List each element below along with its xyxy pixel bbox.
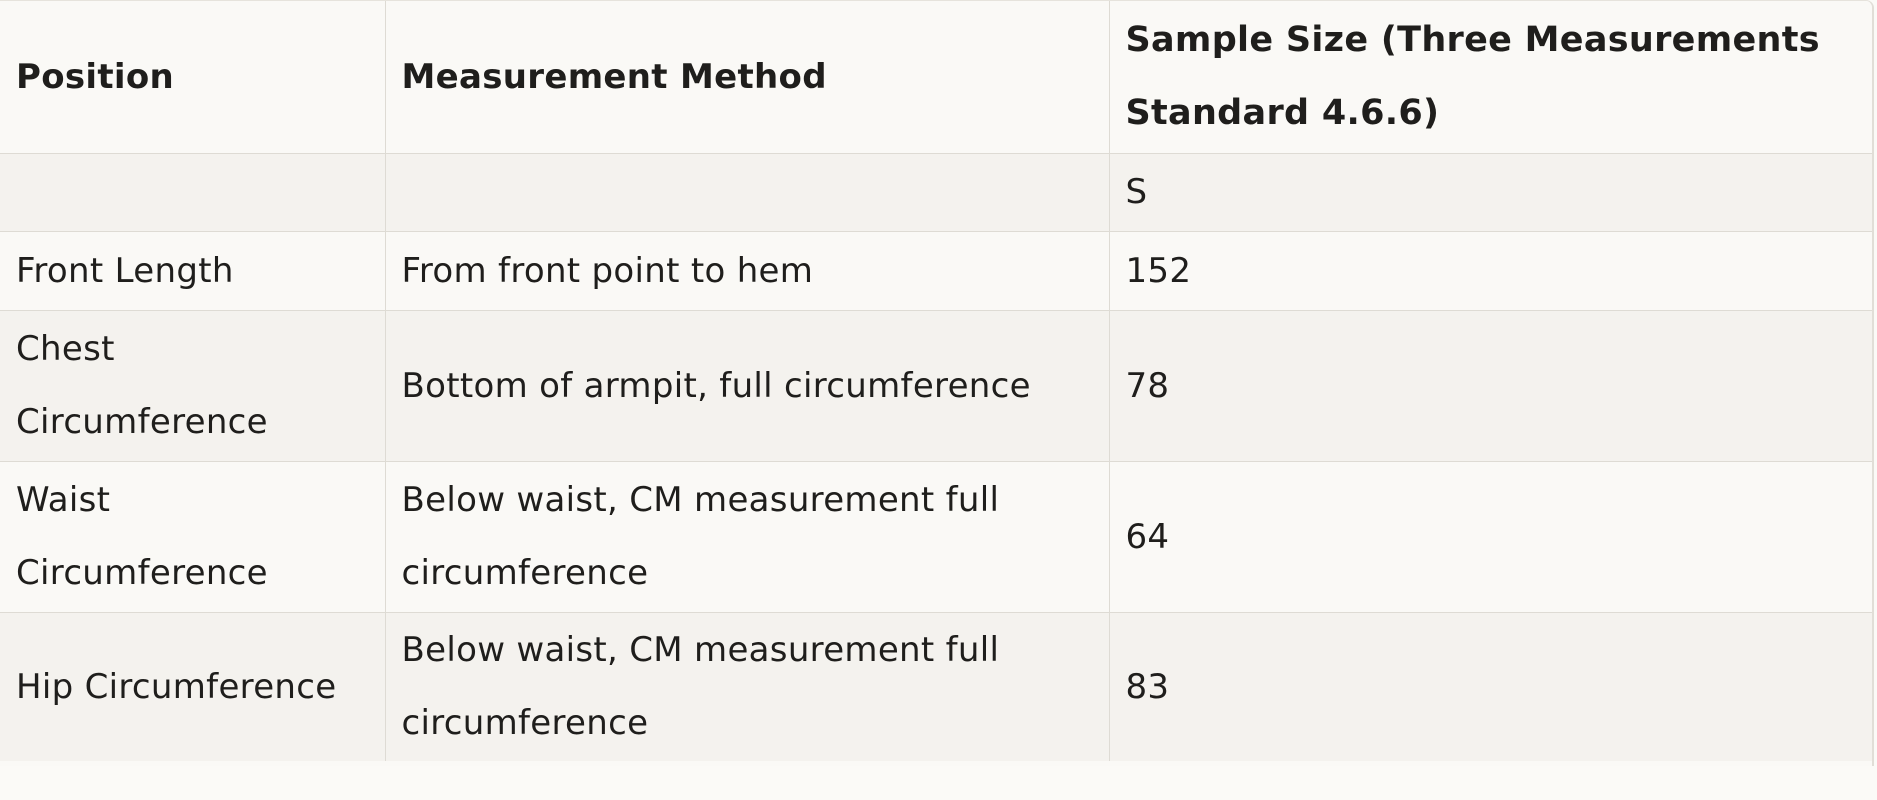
value-cell: 78 xyxy=(1109,310,1872,462)
position-cell: Front Length xyxy=(0,231,386,311)
bottom-strip xyxy=(0,766,1877,800)
value-cell: 152 xyxy=(1109,231,1872,311)
table-row: Waist Circumference Below waist, CM meas… xyxy=(0,461,1872,613)
value-cell: 83 xyxy=(1109,612,1872,761)
header-sample-size: Sample Size (Three Measurements Standard… xyxy=(1109,1,1872,154)
subheader-method-cell xyxy=(385,153,1110,232)
method-cell: Below waist, CM measurement full circumf… xyxy=(385,461,1110,613)
method-cell: From front point to hem xyxy=(385,231,1110,311)
header-position: Position xyxy=(0,1,386,154)
table-row: Chest Circumference Bottom of armpit, fu… xyxy=(0,310,1872,462)
subheader-position-cell xyxy=(0,153,386,232)
measurement-table: Position Measurement Method Sample Size … xyxy=(0,1,1872,761)
table-row: Front Length From front point to hem 152 xyxy=(0,231,1872,311)
table-subheader-row: S xyxy=(0,153,1872,232)
subheader-size-cell: S xyxy=(1109,153,1872,232)
method-cell: Bottom of armpit, full circumference xyxy=(385,310,1110,462)
position-cell: Hip Circumference xyxy=(0,612,386,761)
measurement-table-container: Position Measurement Method Sample Size … xyxy=(0,0,1874,767)
header-measurement-method: Measurement Method xyxy=(385,1,1110,154)
table-row: Hip Circumference Below waist, CM measur… xyxy=(0,612,1872,761)
method-cell: Below waist, CM measurement full circumf… xyxy=(385,612,1110,761)
position-cell: Chest Circumference xyxy=(0,310,386,462)
value-cell: 64 xyxy=(1109,461,1872,613)
table-header-row: Position Measurement Method Sample Size … xyxy=(0,1,1872,154)
position-cell: Waist Circumference xyxy=(0,461,386,613)
